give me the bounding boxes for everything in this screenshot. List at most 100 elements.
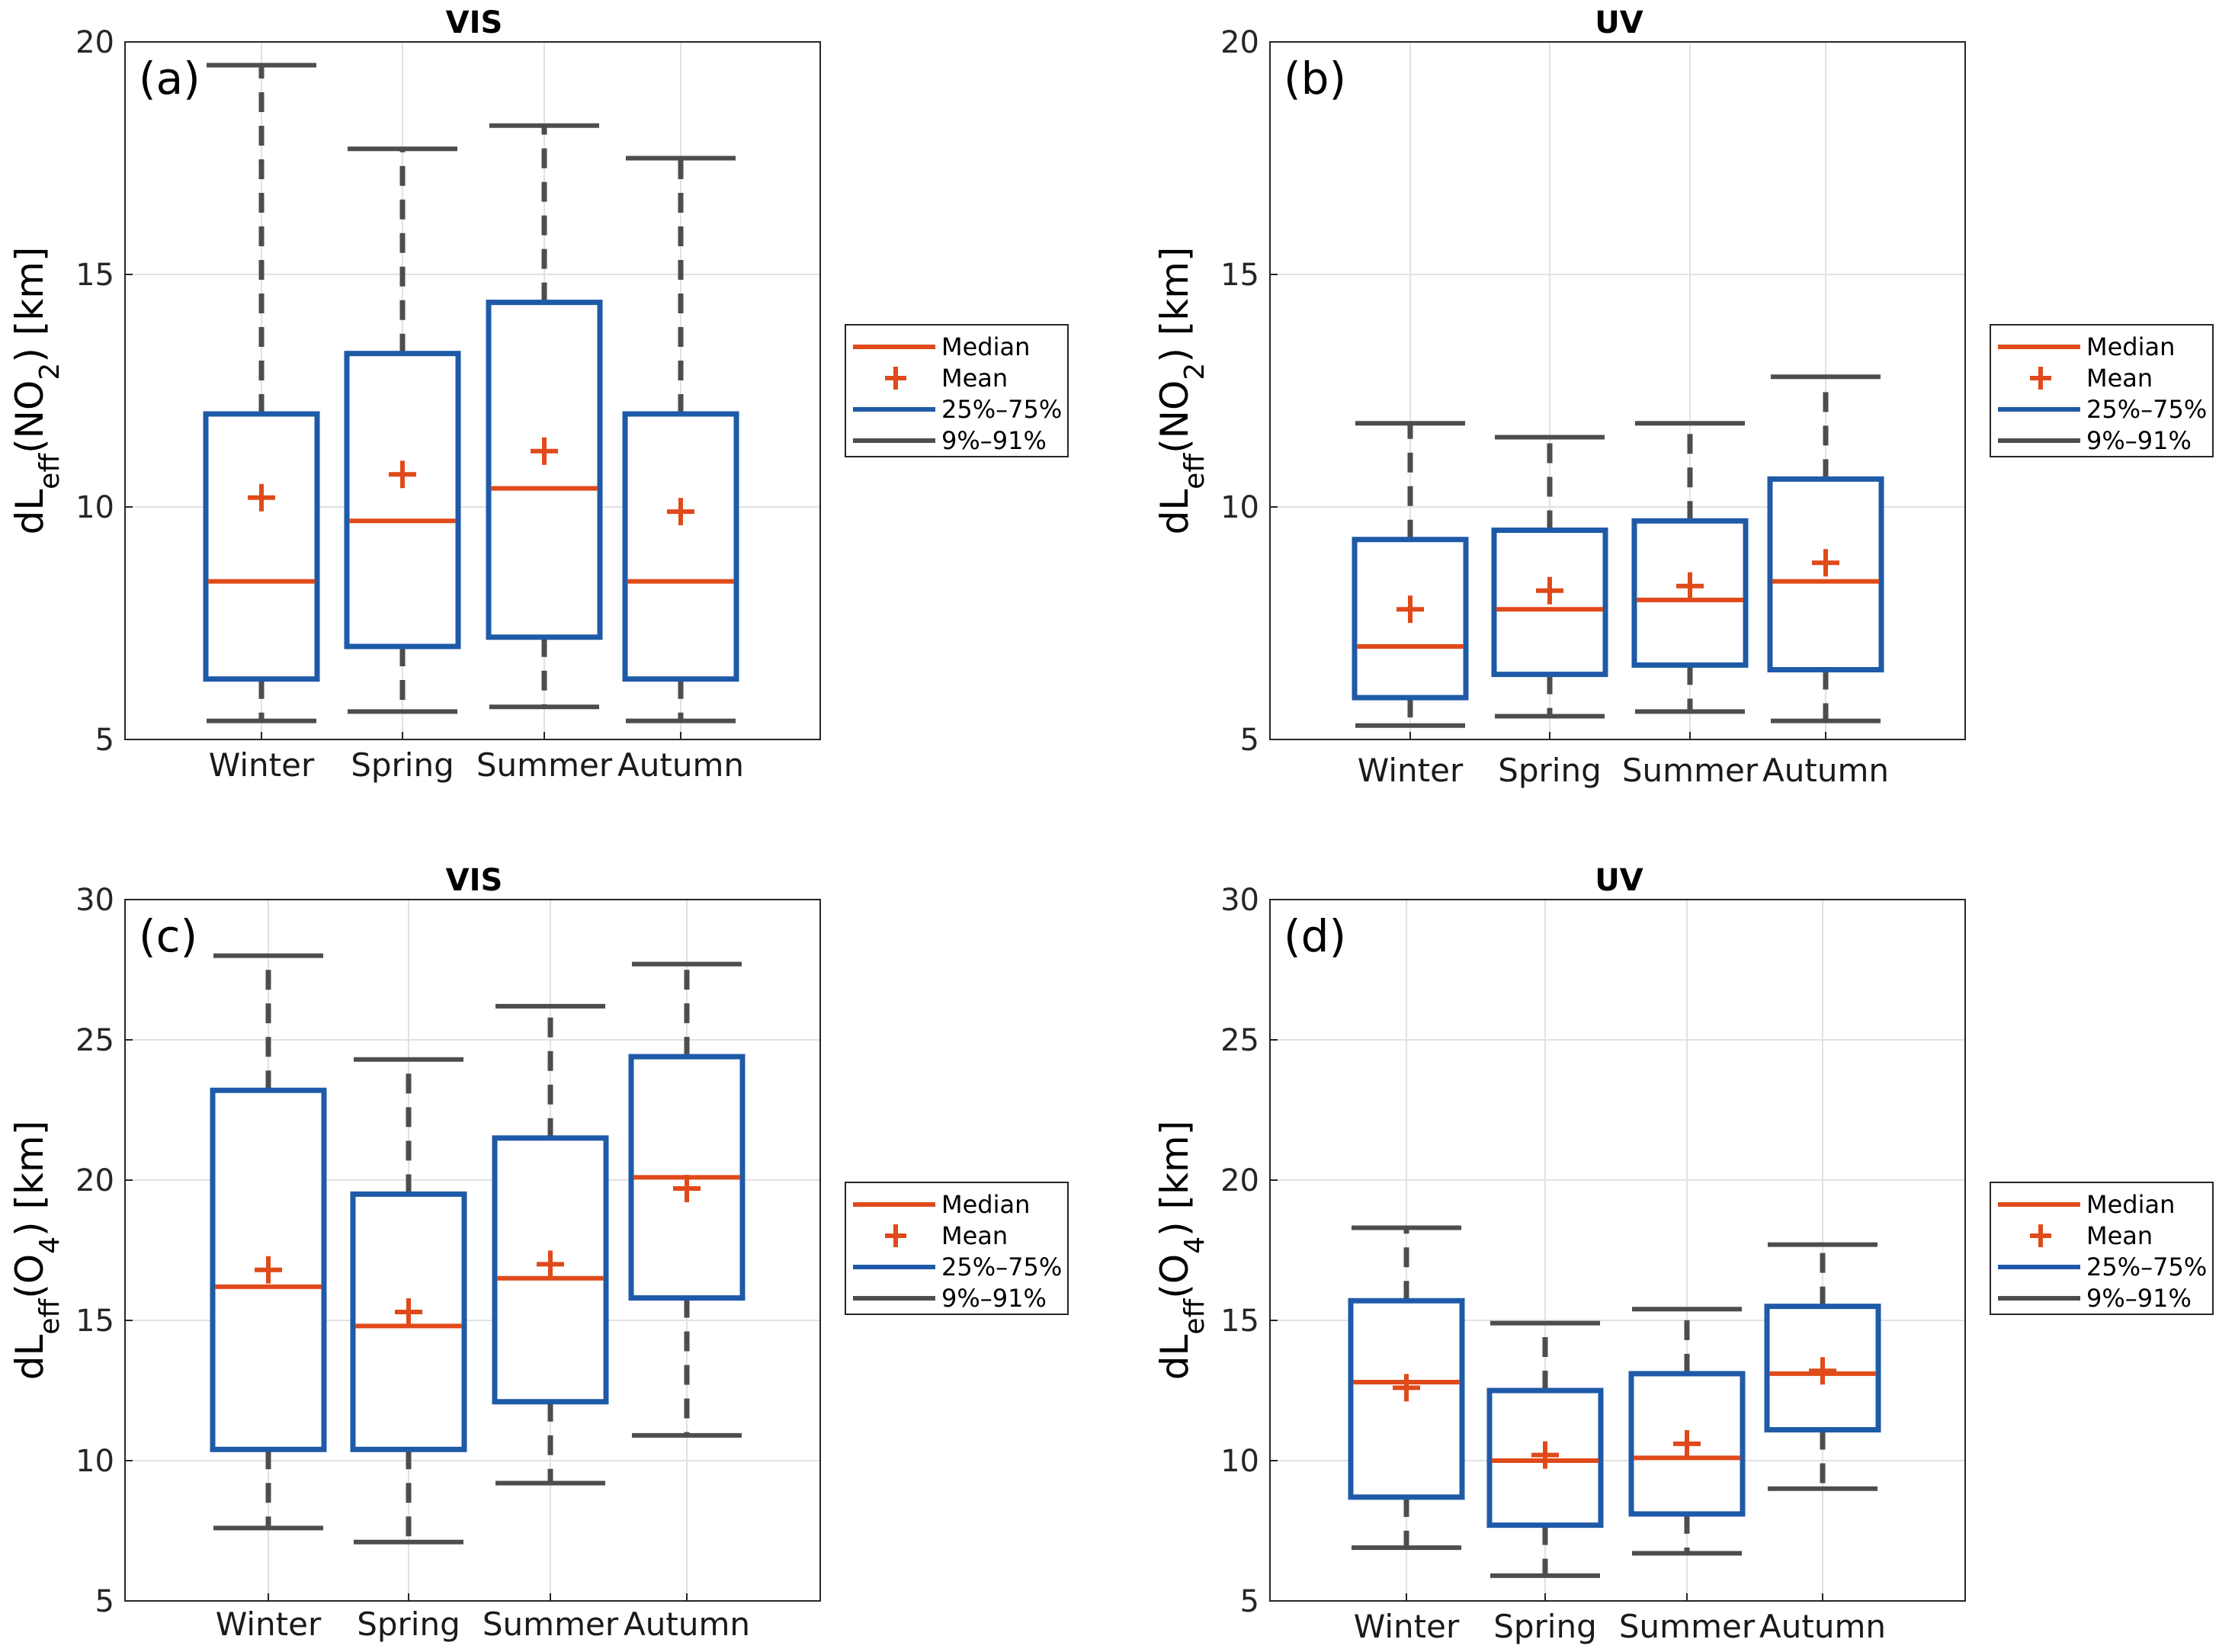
y-label-part: [km] <box>1153 247 1197 348</box>
legend-label-median: Median <box>941 1190 1030 1219</box>
legend-label-median: Median <box>941 332 1030 361</box>
y-tick-label: 5 <box>95 1584 114 1619</box>
box-spring <box>344 146 461 714</box>
iqr-box <box>344 351 461 650</box>
y-label-part: ) <box>1153 1221 1197 1237</box>
legend-label-box: 25%–75% <box>2086 1253 2207 1282</box>
y-tick-label: 5 <box>1240 1584 1259 1619</box>
y-label-part: O <box>8 1254 52 1284</box>
legend-label-mean: Mean <box>2086 364 2153 393</box>
y-label-subscript: eff <box>34 453 66 489</box>
y-label-part: ) <box>1153 348 1197 363</box>
y-label-part: NO <box>1153 380 1197 439</box>
panel-letter: (a) <box>139 53 200 104</box>
y-tick-label: 30 <box>75 883 114 918</box>
box-winter <box>203 63 320 723</box>
legend-label-box: 25%–75% <box>941 395 1062 424</box>
iqr-box <box>350 1191 467 1452</box>
y-label-subscript: eff <box>1179 453 1211 489</box>
box-autumn <box>1764 1242 1881 1491</box>
x-category-label: Spring <box>351 746 454 784</box>
y-label-part: O <box>1153 1254 1197 1284</box>
legend-label-mean: Mean <box>941 1221 1008 1250</box>
x-category-label: Summer <box>483 1605 619 1643</box>
y-label-subscript: 4 <box>34 1237 66 1254</box>
x-category-label: Autumn <box>617 746 744 784</box>
y-tick-label: 15 <box>1220 1304 1259 1339</box>
panel-c: 5 10 15 20 25 30 Winter Spring Summer Autumn VIS (c… <box>8 863 821 1643</box>
x-category-label: Summer <box>1619 1608 1756 1645</box>
panel-b: 5 10 15 20 Winter Spring Summer Autumn UV (b) dLef… <box>1153 5 1966 789</box>
y-label-part: [km] <box>8 1121 52 1222</box>
legend-label-box: 25%–75% <box>2086 395 2207 424</box>
panel-title: UV <box>1595 5 1643 40</box>
x-category-label: Summer <box>1622 752 1759 789</box>
legend-label-whisker: 9%–91% <box>2086 426 2192 455</box>
legend-label-median: Median <box>2086 1190 2175 1219</box>
iqr-box <box>1631 518 1749 668</box>
y-label-part: ) <box>8 1221 52 1237</box>
y-tick-label: 20 <box>1220 1163 1259 1198</box>
y-tick-label: 15 <box>1220 258 1259 293</box>
y-tick-label: 5 <box>1240 723 1259 758</box>
x-category-label: Summer <box>476 746 613 784</box>
y-label-part: ( <box>1153 438 1197 454</box>
y-tick-label: 20 <box>75 25 114 60</box>
x-category-label: Winter <box>1354 1608 1460 1645</box>
panel-letter: (b) <box>1284 53 1346 104</box>
y-tick-label: 25 <box>75 1023 114 1058</box>
box-summer <box>492 1003 609 1486</box>
panel-title: VIS <box>446 5 503 40</box>
legend-label-mean: Mean <box>941 364 1008 393</box>
x-category-label: Winter <box>216 1605 322 1643</box>
x-category-label: Spring <box>1493 1608 1597 1645</box>
iqr-box <box>203 411 320 682</box>
y-axis-label: dLeff(NO2) [km] <box>1153 247 1211 535</box>
x-category-label: Winter <box>209 746 315 784</box>
x-category-label: Autumn <box>624 1605 750 1643</box>
x-category-label: Spring <box>357 1605 460 1643</box>
y-tick-label: 10 <box>1220 1444 1259 1479</box>
legend-label-whisker: 9%–91% <box>2086 1284 2192 1313</box>
legend-label-box: 25%–75% <box>941 1253 1062 1282</box>
y-label-part: dL <box>8 489 52 535</box>
y-label-part: dL <box>1153 1334 1197 1380</box>
y-label-part: dL <box>8 1334 52 1380</box>
box-summer <box>486 123 603 710</box>
y-label-part: ( <box>8 1284 52 1299</box>
legend-label-whisker: 9%–91% <box>941 1284 1047 1313</box>
box-autumn <box>622 156 739 723</box>
y-tick-label: 10 <box>75 490 114 525</box>
y-label-subscript: 2 <box>1179 363 1211 380</box>
iqr-box <box>210 1087 327 1452</box>
box-summer <box>1631 421 1749 714</box>
legend-label-whisker: 9%–91% <box>941 426 1047 455</box>
y-axis-label: dLeff(O4) [km] <box>1153 1121 1211 1380</box>
axes-frame <box>1269 899 1966 1602</box>
legend-label-median: Median <box>2086 332 2175 361</box>
box-winter <box>1348 1225 1465 1551</box>
y-axis-label: dLeff(O4) [km] <box>8 1121 66 1380</box>
panel-title: VIS <box>446 863 503 898</box>
iqr-box <box>622 411 739 682</box>
y-label-part: ( <box>8 438 52 454</box>
y-label-subscript: 2 <box>34 363 66 380</box>
y-label-part: NO <box>8 380 52 439</box>
x-category-label: Autumn <box>1759 1608 1886 1645</box>
y-tick-label: 15 <box>75 1304 114 1339</box>
y-axis-label: dLeff(NO2) [km] <box>8 247 66 535</box>
y-label-part: dL <box>1153 489 1197 535</box>
box-autumn <box>628 961 746 1438</box>
panel-d: 5 10 15 20 25 30 Winter Spring Summer Autumn UV (d)… <box>1153 863 1966 1645</box>
legend-label-mean: Mean <box>2086 1221 2153 1250</box>
panel-letter: (c) <box>139 910 197 962</box>
axes-frame <box>124 899 821 1602</box>
box-spring <box>1491 435 1608 719</box>
y-label-subscript: eff <box>1179 1298 1211 1334</box>
y-tick-label: 25 <box>1220 1023 1259 1058</box>
y-tick-label: 5 <box>95 723 114 758</box>
